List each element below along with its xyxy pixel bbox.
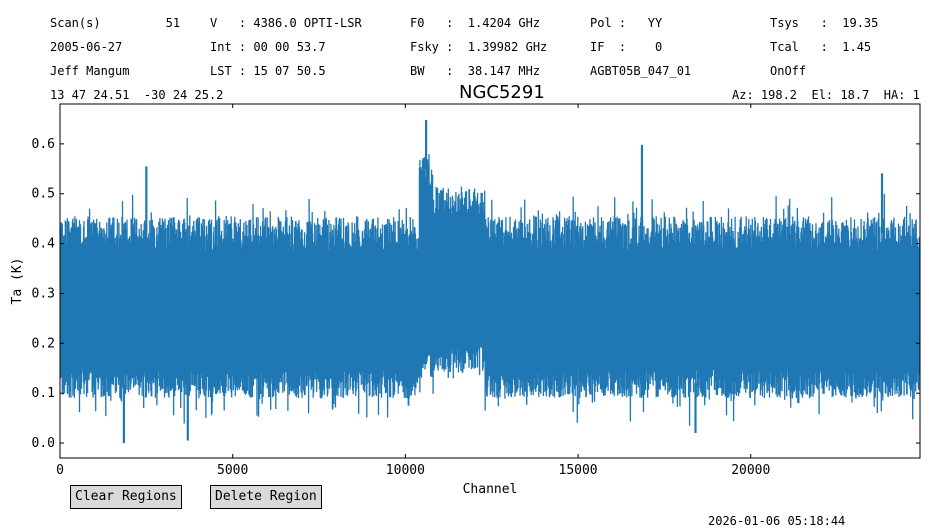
header-bw: BW : 38.147 MHz	[410, 64, 541, 78]
header-tcal: Tcal : 1.45	[770, 40, 872, 54]
delete-region-button[interactable]: Delete Region	[210, 485, 322, 509]
x-tick-label-0: 0	[56, 463, 64, 478]
y-axis-label: Ta (K)	[10, 258, 25, 305]
y-tick-label-3: 0.3	[32, 286, 55, 301]
y-tick-label-1: 0.1	[32, 386, 55, 401]
header-pol: Pol : YY	[590, 16, 663, 30]
header-scan: Scan(s) 51	[50, 16, 181, 30]
y-tick-label-2: 0.2	[32, 336, 55, 351]
header-proc: OnOff	[770, 64, 807, 78]
y-tick-label-6: 0.6	[32, 137, 55, 152]
header-fsky: Fsky : 1.39982 GHz	[410, 40, 548, 54]
header-velocity: V : 4386.0 OPTI-LSR	[210, 16, 362, 30]
clear-regions-button[interactable]: Clear Regions	[70, 485, 182, 509]
y-tick-label-4: 0.4	[32, 237, 56, 252]
header-f0: F0 : 1.4204 GHz	[410, 16, 541, 30]
y-tick-label-5: 0.5	[32, 187, 55, 202]
header-date: 2005-06-27	[50, 40, 123, 54]
header-coords: 13 47 24.51 -30 24 25.2	[50, 88, 224, 102]
timestamp: 2026-01-06 05:18:44	[708, 514, 846, 528]
header-int: Int : 00 00 53.7	[210, 40, 326, 54]
header-tsys: Tsys : 19.35	[770, 16, 879, 30]
header-if: IF : 0	[590, 40, 663, 54]
plot-frame	[59, 103, 921, 459]
header-observer: Jeff Mangum	[50, 64, 130, 78]
x-tick-label-4: 20000	[731, 463, 770, 478]
x-tick-label-3: 15000	[559, 463, 598, 478]
chart-title: NGC5291	[459, 82, 545, 103]
x-tick-label-1: 5000	[217, 463, 248, 478]
header-lst: LST : 15 07 50.5	[210, 64, 326, 78]
header-azel: Az: 198.2 El: 18.7 HA: 1	[732, 88, 920, 102]
header-project: AGBT05B_047_01	[590, 64, 692, 78]
x-tick-label-2: 10000	[386, 463, 425, 478]
spectrum-series-line	[60, 154, 920, 426]
y-tick-label-0: 0.0	[32, 436, 55, 451]
x-axis-label: Channel	[463, 482, 518, 497]
